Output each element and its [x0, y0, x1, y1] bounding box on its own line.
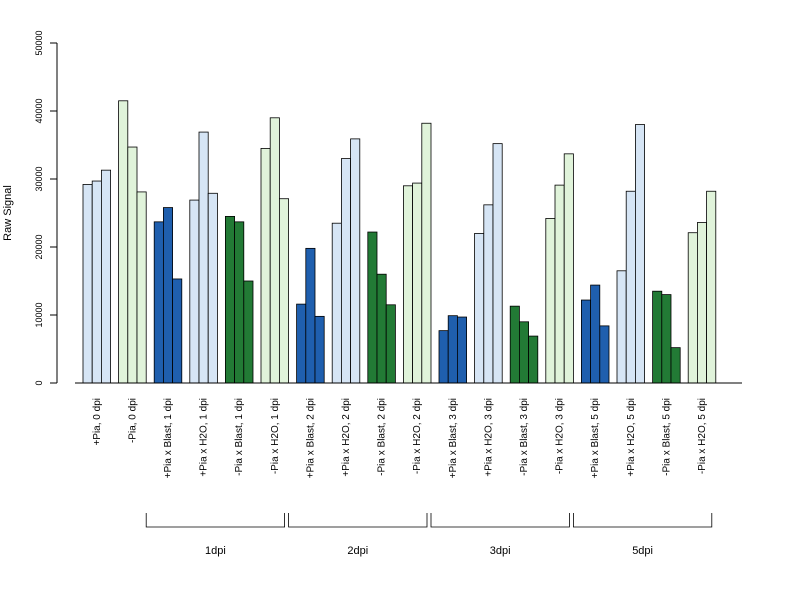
bracket	[145, 513, 286, 528]
bar	[563, 153, 574, 384]
bar	[224, 215, 235, 384]
bar	[162, 207, 173, 384]
bar	[483, 204, 494, 384]
y-axis: 0 10000 20000 30000 40000 50000	[34, 30, 58, 386]
bar	[296, 303, 307, 384]
bar	[127, 146, 138, 384]
x-tick-label: -Pia x H2O, 2 dpi	[412, 398, 423, 474]
x-tick-label: -Pia x Blast, 1 dpi	[234, 398, 245, 476]
y-tick-label: 10000	[34, 302, 44, 327]
bar	[153, 221, 164, 384]
x-tick-label: +Pia x H2O, 3 dpi	[483, 398, 494, 477]
bracket-label: 3dpi	[490, 545, 511, 557]
x-tick-label: -Pia x H2O, 1 dpi	[270, 398, 281, 474]
x-tick-label: -Pia x H2O, 3 dpi	[555, 398, 566, 474]
bar	[581, 299, 592, 384]
bar	[706, 190, 717, 384]
bar	[367, 231, 378, 384]
bracket-label: 5dpi	[632, 545, 653, 557]
x-tick-label: +Pia x H2O, 2 dpi	[341, 398, 352, 477]
bar	[661, 294, 672, 384]
bar	[670, 347, 681, 384]
bracket	[573, 513, 713, 528]
bar	[376, 273, 387, 384]
bar	[269, 117, 280, 384]
bar	[697, 222, 708, 384]
bar	[599, 325, 610, 384]
bar	[207, 192, 218, 384]
bracket-label: 2dpi	[347, 545, 368, 557]
bar	[447, 315, 458, 384]
bar	[412, 182, 423, 384]
bar	[118, 100, 129, 384]
bar	[350, 138, 361, 384]
bar	[456, 316, 467, 384]
bar	[474, 232, 485, 384]
x-tick-label: -Pia x Blast, 2 dpi	[377, 398, 388, 476]
y-tick-label: 50000	[34, 30, 44, 55]
x-tick-label: +Pia, 0 dpi	[92, 398, 103, 446]
y-tick-label: 30000	[34, 166, 44, 191]
bar	[82, 184, 93, 384]
y-tick-label: 20000	[34, 234, 44, 259]
x-tick-label: +Pia x Blast, 2 dpi	[305, 398, 316, 478]
bar	[509, 305, 520, 384]
bracket	[430, 513, 570, 528]
x-tick-label: -Pia x Blast, 5 dpi	[661, 398, 672, 476]
x-tick-label: +Pia x Blast, 5 dpi	[590, 398, 601, 478]
bar	[172, 278, 183, 384]
bar	[91, 180, 102, 384]
y-axis-label: Raw Signal	[2, 185, 14, 241]
day-brackets: 1dpi 2dpi 3dpi 5dpi	[145, 513, 713, 557]
y-tick-label: 0	[34, 380, 44, 385]
bar	[687, 232, 698, 384]
bar	[438, 330, 449, 384]
x-tick-label: +Pia x H2O, 1 dpi	[199, 398, 210, 477]
bar	[278, 198, 289, 384]
bar	[234, 221, 245, 384]
x-tick-label: -Pia, 0 dpi	[127, 398, 138, 443]
x-tick-label: -Pia x H2O, 5 dpi	[697, 398, 708, 474]
bar	[554, 184, 565, 384]
bar	[492, 143, 503, 384]
x-tick-label: +Pia x H2O, 5 dpi	[626, 398, 637, 477]
bar	[590, 284, 601, 384]
bracket-label: 1dpi	[205, 545, 226, 557]
bar	[101, 169, 112, 384]
bar	[314, 315, 325, 384]
x-tick-label: +Pia x Blast, 1 dpi	[163, 398, 174, 478]
bar	[189, 199, 200, 384]
bar	[331, 222, 342, 384]
bar	[545, 218, 556, 384]
bar	[616, 270, 627, 384]
bar	[635, 124, 646, 384]
bar	[305, 247, 316, 384]
bar	[519, 321, 530, 384]
bar	[402, 185, 413, 384]
bar	[243, 280, 254, 384]
bars	[82, 100, 717, 384]
bar	[260, 147, 271, 384]
bar	[652, 290, 663, 384]
bar	[528, 335, 539, 384]
bar	[198, 131, 209, 384]
bracket	[288, 513, 428, 528]
bar	[340, 158, 351, 384]
bar	[136, 191, 147, 384]
x-tick-label: -Pia x Blast, 3 dpi	[519, 398, 530, 476]
x-tick-label: +Pia x Blast, 3 dpi	[448, 398, 459, 478]
bar	[625, 190, 636, 384]
y-tick-label: 40000	[34, 98, 44, 123]
bar	[385, 304, 396, 384]
x-axis-labels: +Pia, 0 dpi -Pia, 0 dpi +Pia x Blast, 1 dp…	[92, 398, 708, 478]
bar	[421, 122, 432, 384]
